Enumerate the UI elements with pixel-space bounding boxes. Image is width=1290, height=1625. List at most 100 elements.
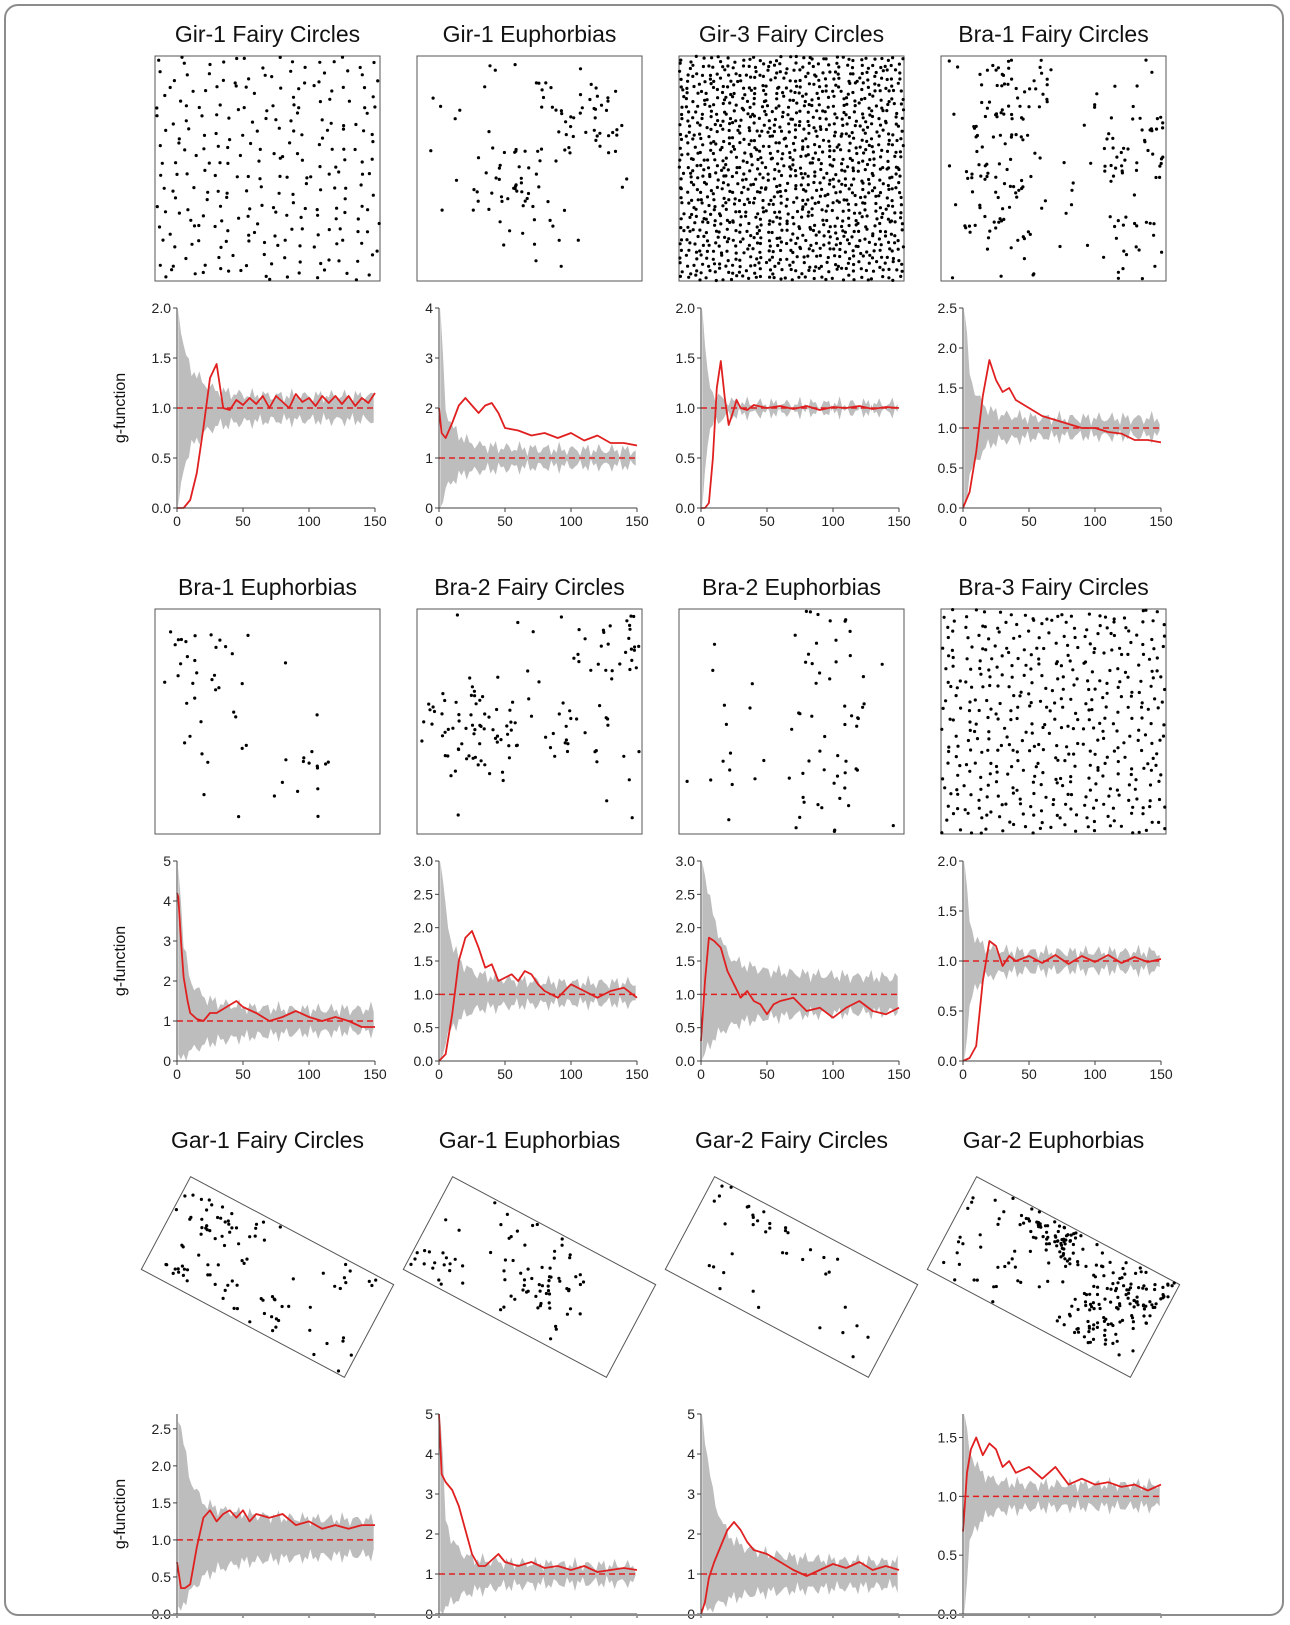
map-point <box>316 276 320 280</box>
map-point <box>897 259 901 263</box>
map-point <box>572 656 576 660</box>
map-point <box>736 128 740 132</box>
map-point <box>465 757 469 761</box>
map-point <box>1016 96 1020 100</box>
panel-title: Bra-1 Euphorbias <box>178 574 357 600</box>
map-point <box>883 64 887 68</box>
map-point <box>1093 687 1097 691</box>
map-point <box>468 676 472 680</box>
map-point <box>752 96 756 101</box>
map-point <box>810 103 814 108</box>
map-point <box>833 254 837 258</box>
map-point <box>760 129 764 133</box>
map-point <box>996 195 1000 200</box>
map-point <box>270 262 274 266</box>
map-point <box>797 275 801 279</box>
map-point <box>804 609 809 614</box>
map-point <box>457 1228 461 1232</box>
map-point <box>778 125 782 129</box>
map-point <box>842 103 846 107</box>
x-tick-label: 0 <box>173 1066 181 1082</box>
map-point <box>261 1220 266 1224</box>
map-point <box>1144 828 1148 833</box>
map-point <box>741 64 746 68</box>
map-point <box>487 207 491 211</box>
map-point <box>807 210 811 214</box>
y-tick-label: 2.0 <box>938 340 958 356</box>
map-point <box>719 60 723 64</box>
map-point <box>822 243 826 247</box>
map-point <box>955 788 959 792</box>
map-point <box>826 192 830 196</box>
map-point <box>455 613 459 617</box>
map-point <box>827 270 831 274</box>
map-point <box>1034 765 1038 769</box>
map-point <box>169 630 173 634</box>
map-point <box>576 652 580 657</box>
map-point <box>718 148 723 152</box>
map-point <box>560 1237 564 1241</box>
map-point <box>969 748 973 752</box>
map-point <box>841 209 845 213</box>
y-tick-label: 0.0 <box>152 500 172 516</box>
map-point <box>197 223 201 228</box>
map-point <box>308 1328 312 1332</box>
map-point <box>766 68 770 72</box>
map-point <box>1122 249 1126 253</box>
map-point <box>691 63 695 67</box>
map-point <box>162 186 166 190</box>
map-point <box>427 702 431 706</box>
x-tick-label: 100 <box>297 513 321 529</box>
map-point <box>1007 685 1011 689</box>
map-point <box>755 257 759 261</box>
map-point <box>691 228 695 232</box>
map-point <box>856 221 860 225</box>
envelope-band <box>702 862 898 1060</box>
map-point <box>729 92 733 97</box>
map-point <box>632 648 637 652</box>
map-point <box>715 87 720 92</box>
map-point <box>885 255 889 259</box>
map-point <box>951 608 955 612</box>
map-point <box>561 701 565 705</box>
map-point <box>802 261 806 265</box>
map-point <box>599 103 604 107</box>
map-point <box>680 112 684 117</box>
map-point <box>1158 738 1162 742</box>
map-point <box>194 153 198 158</box>
map-point <box>1032 791 1036 796</box>
map-point <box>950 648 955 653</box>
map-point <box>345 271 349 275</box>
observed-line <box>438 397 638 447</box>
map-point <box>1084 702 1088 706</box>
map-point <box>860 275 864 279</box>
map-point <box>163 93 167 98</box>
map-point <box>758 149 762 153</box>
map-point <box>810 207 814 211</box>
map-point <box>222 60 226 64</box>
map-point <box>779 248 783 253</box>
map-point <box>264 274 268 278</box>
map-point <box>899 155 903 159</box>
map-point <box>757 229 762 233</box>
map-point <box>771 202 775 206</box>
map-point <box>1011 748 1015 752</box>
map-point <box>1017 188 1021 192</box>
map-point <box>806 183 810 187</box>
map-point <box>833 130 837 134</box>
map-point <box>199 720 203 724</box>
map-point <box>890 143 895 147</box>
map-point <box>577 660 581 664</box>
map-point <box>755 225 759 229</box>
map-point <box>1144 608 1148 612</box>
map-point <box>986 748 990 752</box>
map-point <box>834 173 838 177</box>
map-point <box>690 212 694 217</box>
y-tick-label: 2.0 <box>676 920 696 936</box>
map-point <box>1071 181 1075 185</box>
map-point <box>872 157 876 161</box>
map-point <box>627 636 631 641</box>
map-point <box>870 122 874 126</box>
map-point <box>764 84 768 88</box>
